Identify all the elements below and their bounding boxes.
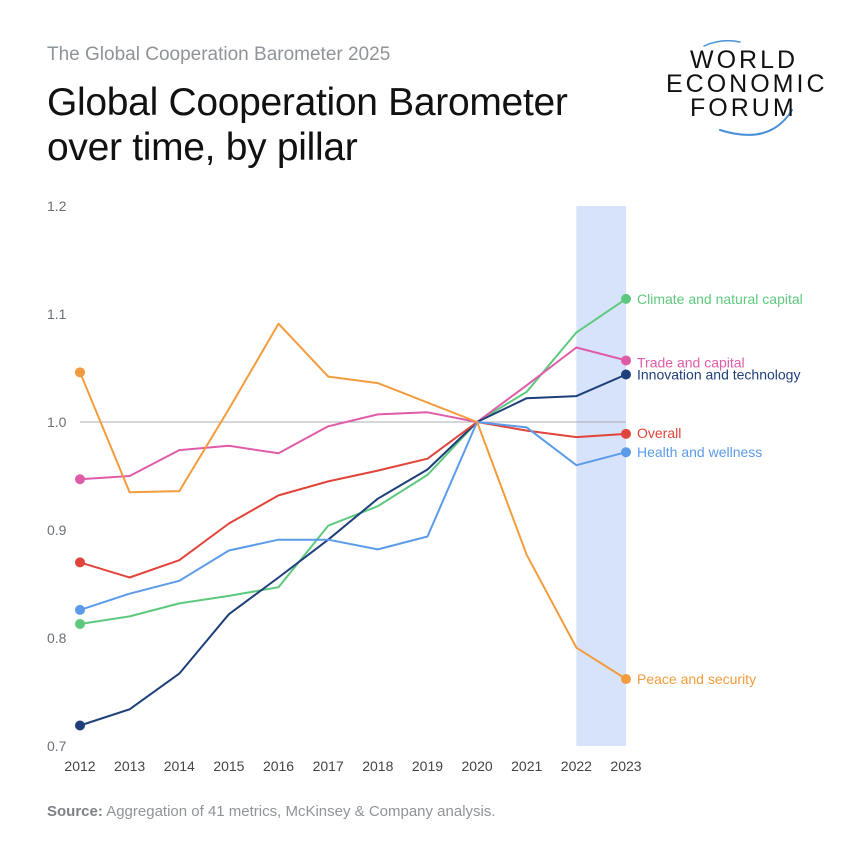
logo-word-world: WORLD — [690, 46, 799, 74]
x-tick-label: 2020 — [462, 758, 493, 774]
title-line-2: over time, by pillar — [47, 126, 358, 169]
series-start-point — [75, 557, 85, 568]
source-note: Source: Aggregation of 41 metrics, McKin… — [47, 803, 496, 820]
title-line-1: Global Cooperation Barometer — [47, 81, 568, 124]
series-start-point — [75, 618, 85, 629]
source-text: Aggregation of 41 metrics, McKinsey & Co… — [106, 803, 496, 820]
series-start-point — [75, 367, 85, 378]
series-end-point — [621, 428, 631, 439]
x-tick-label: 2012 — [64, 758, 95, 774]
x-tick-label: 2017 — [313, 758, 344, 774]
series-line — [79, 322, 627, 680]
series-line — [79, 421, 627, 611]
series-start-point — [75, 474, 85, 485]
series-line — [79, 421, 627, 579]
series-start-point — [75, 720, 85, 731]
series-end-point — [621, 447, 631, 458]
highlight-band — [576, 206, 626, 746]
x-tick-label: 2016 — [263, 758, 294, 774]
chart-subtitle: The Global Cooperation Barometer 2025 — [47, 44, 391, 65]
series-label: Health and wellness — [637, 444, 762, 460]
series-label: Peace and security — [637, 671, 756, 687]
x-tick-label: 2022 — [561, 758, 592, 774]
x-tick-label: 2013 — [114, 758, 145, 774]
series-end-point — [621, 674, 631, 685]
chart-title: Global Cooperation Barometer over time, … — [47, 80, 647, 170]
series-end-point — [621, 293, 631, 304]
series-end-point — [621, 355, 631, 366]
y-tick-label: 1.0 — [47, 414, 67, 430]
series-label: Overall — [637, 425, 681, 441]
logo-word-forum: FORUM — [690, 94, 797, 122]
logo-word-economic: ECONOMIC — [666, 70, 828, 98]
logo-arc-icon — [703, 39, 793, 136]
series-label: Climate and natural capital — [637, 291, 803, 307]
wef-logo: WORLD ECONOMIC FORUM — [660, 38, 830, 138]
x-tick-label: 2019 — [412, 758, 443, 774]
y-tick-label: 0.9 — [47, 522, 67, 538]
source-label: Source: — [47, 803, 103, 820]
y-tick-label: 1.2 — [47, 198, 67, 214]
series-line — [79, 373, 627, 727]
x-tick-label: 2023 — [610, 758, 641, 774]
series-label: Trade and capital — [637, 354, 745, 370]
x-tick-label: 2021 — [511, 758, 542, 774]
series-line — [79, 346, 627, 481]
y-tick-label: 0.8 — [47, 630, 67, 646]
series-line — [79, 298, 627, 625]
y-tick-label: 1.1 — [47, 306, 67, 322]
series-label: Innovation and technology — [637, 366, 800, 382]
x-tick-label: 2014 — [164, 758, 195, 774]
x-tick-label: 2015 — [213, 758, 244, 774]
series-end-point — [621, 369, 631, 380]
series-start-point — [75, 604, 85, 615]
x-tick-label: 2018 — [362, 758, 393, 774]
y-tick-label: 0.7 — [47, 738, 67, 754]
